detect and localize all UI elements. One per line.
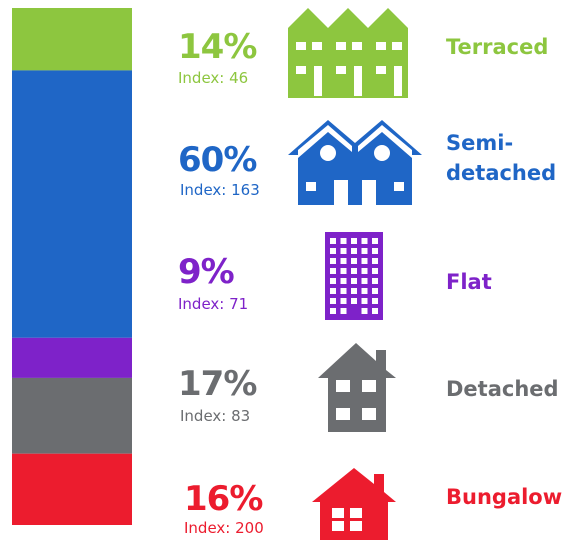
semi-detached-icon xyxy=(288,120,422,205)
percent-label: 9% xyxy=(178,252,235,292)
type-label: Terraced xyxy=(446,35,549,59)
detached-icon xyxy=(318,343,396,432)
stacked-bar xyxy=(12,8,132,525)
type-label: Bungalow xyxy=(446,485,563,509)
bar-segment xyxy=(12,453,132,525)
index-label: Index: 83 xyxy=(180,408,251,424)
terraced-icon xyxy=(288,8,408,98)
percent-label: 17% xyxy=(178,364,257,404)
index-label: Index: 200 xyxy=(184,520,264,536)
bar-segment xyxy=(12,377,132,454)
type-label: Flat xyxy=(446,270,492,294)
percent-label: 14% xyxy=(178,27,257,67)
index-label: Index: 71 xyxy=(178,296,249,312)
index-label: Index: 46 xyxy=(178,70,249,86)
percent-label: 16% xyxy=(184,479,263,519)
type-label: Semi-detached xyxy=(446,131,557,185)
bar-segment xyxy=(12,70,132,338)
bar-segment xyxy=(12,337,132,378)
percent-label: 60% xyxy=(178,140,257,180)
type-label: Detached xyxy=(446,377,559,401)
bar-segment xyxy=(12,8,132,71)
index-label: Index: 163 xyxy=(180,182,260,198)
bungalow-icon xyxy=(312,468,396,540)
flat-icon xyxy=(325,232,383,320)
